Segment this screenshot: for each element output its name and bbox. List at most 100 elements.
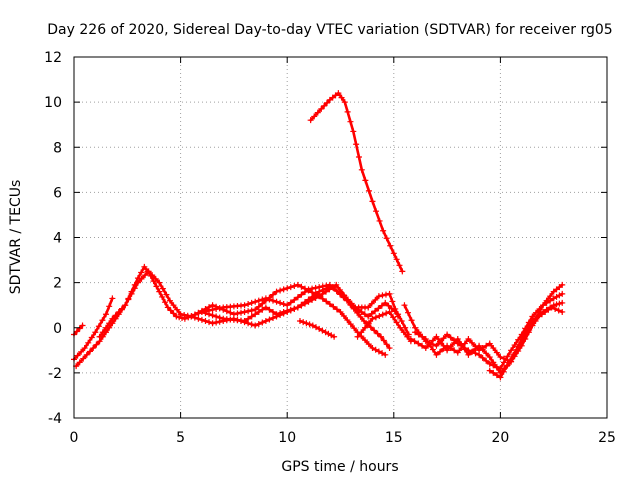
data-point	[500, 355, 507, 362]
data-point	[138, 275, 145, 282]
data-point	[372, 314, 379, 321]
data-point	[536, 305, 543, 312]
data-point	[493, 372, 500, 379]
data-point	[86, 348, 93, 355]
data-point	[372, 296, 379, 303]
data-point	[486, 360, 493, 367]
data-point	[516, 341, 523, 348]
data-point	[280, 308, 287, 315]
data-point	[109, 295, 116, 302]
data-point	[436, 339, 443, 346]
data-point	[465, 347, 472, 354]
data-point	[291, 305, 298, 312]
data-point	[390, 250, 397, 257]
data-point	[419, 342, 426, 349]
data-point	[436, 348, 443, 355]
data-point	[447, 334, 454, 341]
data-point	[92, 329, 99, 336]
data-point	[248, 313, 255, 320]
data-point	[367, 324, 374, 331]
data-point	[262, 304, 269, 311]
series-track-4	[96, 268, 389, 358]
data-point	[284, 302, 291, 309]
data-point	[335, 90, 342, 97]
data-point	[486, 340, 493, 347]
data-point	[195, 315, 202, 322]
data-point	[468, 339, 475, 346]
data-point	[73, 328, 80, 335]
data-point	[259, 300, 266, 307]
data-point	[559, 281, 566, 288]
data-series	[71, 90, 566, 381]
data-point	[354, 333, 361, 340]
data-point	[273, 311, 280, 318]
data-point	[252, 298, 259, 305]
data-point	[106, 303, 113, 310]
data-point	[419, 333, 426, 340]
data-point	[266, 306, 273, 313]
grid-lines	[73, 56, 608, 419]
data-point	[131, 285, 138, 292]
data-point	[451, 347, 458, 354]
data-point	[447, 345, 454, 352]
data-point	[291, 283, 298, 290]
data-point	[305, 287, 312, 294]
data-point	[468, 348, 475, 355]
data-point	[213, 303, 220, 310]
data-point	[422, 336, 429, 343]
data-point	[78, 348, 85, 355]
data-point	[337, 308, 344, 315]
data-point	[408, 317, 415, 324]
series-line	[309, 91, 404, 273]
data-point	[96, 333, 103, 340]
data-point	[330, 303, 337, 310]
data-point	[181, 311, 188, 318]
data-point	[465, 336, 472, 343]
data-point	[389, 298, 396, 305]
data-point	[444, 342, 451, 349]
data-point	[195, 309, 202, 316]
data-point	[88, 334, 95, 341]
data-point	[373, 208, 380, 215]
data-point	[181, 315, 188, 322]
data-point	[375, 305, 382, 312]
data-point	[287, 284, 294, 291]
data-point	[227, 309, 234, 316]
data-point	[153, 283, 160, 290]
data-point	[393, 319, 400, 326]
x-tick-label: 5	[176, 430, 185, 446]
data-point	[365, 304, 372, 311]
data-point	[361, 311, 368, 318]
data-point	[378, 333, 385, 340]
data-point	[202, 310, 209, 317]
data-point	[159, 293, 166, 300]
data-point	[341, 292, 348, 299]
data-point	[337, 288, 344, 295]
data-point	[138, 269, 145, 276]
y-tick-label: 12	[44, 50, 62, 66]
data-point	[522, 331, 529, 338]
data-point	[202, 317, 209, 324]
y-axis-label: SDTVAR / TECUs	[8, 180, 24, 295]
data-point	[269, 297, 276, 304]
data-point	[490, 369, 497, 376]
data-point	[376, 313, 383, 320]
data-point	[347, 118, 354, 125]
y-tick-label: 10	[44, 95, 62, 111]
data-point	[238, 309, 245, 316]
data-point	[319, 287, 326, 294]
data-point	[383, 235, 390, 242]
data-point	[483, 350, 490, 357]
data-point	[333, 281, 340, 288]
data-point	[284, 285, 291, 292]
data-point	[287, 306, 294, 313]
data-point	[312, 324, 319, 331]
data-point	[188, 313, 195, 320]
data-point	[340, 313, 347, 320]
data-point	[552, 305, 559, 312]
data-point	[503, 363, 510, 370]
data-point	[365, 187, 372, 194]
data-point	[433, 333, 440, 340]
data-point	[385, 302, 392, 309]
data-point	[344, 296, 351, 303]
